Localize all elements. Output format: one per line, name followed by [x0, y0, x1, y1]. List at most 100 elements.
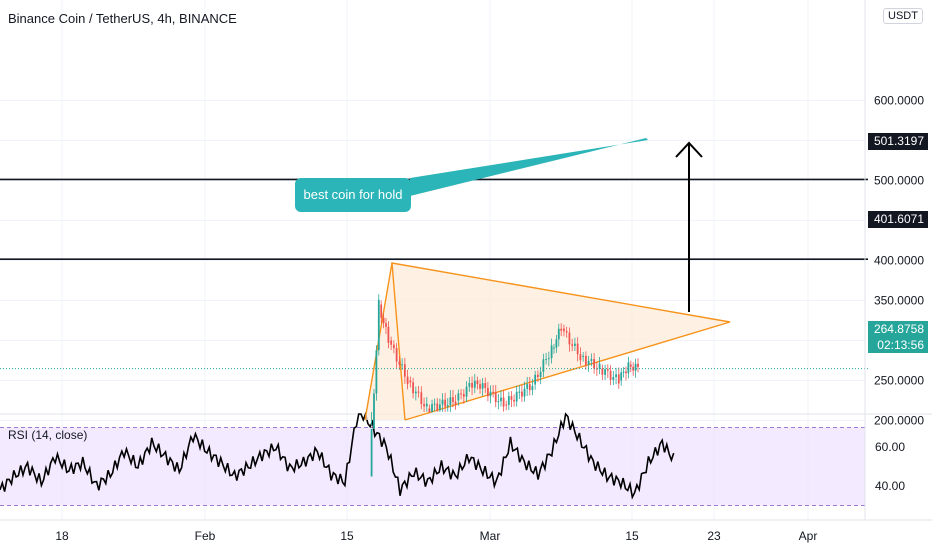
candle-body: [500, 397, 502, 402]
candle-body: [387, 326, 390, 343]
candle-body: [401, 364, 404, 366]
candle-body: [449, 397, 452, 406]
candle-body: [412, 382, 414, 394]
candle-body: [420, 392, 423, 405]
symmetrical-triangle: [364, 262, 731, 421]
candle-body: [584, 355, 587, 365]
candle-body: [373, 393, 375, 429]
candle-body: [446, 405, 449, 407]
candle-body: [598, 363, 601, 369]
annotation-callout[interactable]: best coin for hold: [295, 178, 411, 212]
symbol-title: Binance Coin / TetherUS, 4h, BINANCE: [8, 11, 237, 26]
candle-body: [473, 380, 476, 388]
candle-body: [465, 386, 468, 397]
candle-body: [617, 374, 620, 384]
rsi-label: RSI (14, close): [8, 428, 88, 442]
triangle-fill: [365, 263, 730, 420]
candle-body: [550, 345, 553, 359]
candle-body: [392, 344, 395, 349]
candle-body: [601, 368, 604, 375]
currency-button[interactable]: USDT: [883, 8, 923, 24]
candle-body: [536, 374, 539, 378]
time-tick-label: Feb: [195, 529, 216, 543]
time-axis: 18 Feb 15 Mar 15 23 Apr: [0, 519, 932, 543]
candle-body: [542, 359, 545, 372]
candle-body: [471, 382, 473, 388]
last-price-tag: 264.8758: [868, 321, 928, 337]
candle-body: [433, 403, 436, 405]
candle-body: [555, 339, 558, 348]
candle-body: [612, 376, 615, 380]
candle-body: [627, 362, 630, 374]
candle-body: [492, 391, 495, 393]
rsi-band: [0, 427, 865, 506]
candle-body: [545, 358, 548, 360]
candle-body: [553, 347, 555, 349]
candle-body: [521, 391, 523, 397]
candle-body: [563, 328, 565, 332]
candle-body: [462, 394, 465, 397]
candle-body: [398, 361, 401, 365]
candle-body: [513, 399, 515, 402]
candle-body: [515, 391, 518, 402]
candle-body: [593, 359, 596, 369]
candle-body: [528, 384, 531, 391]
candle-body: [595, 368, 598, 370]
candle-body: [489, 391, 492, 397]
candle-body: [523, 388, 526, 397]
candle-body: [534, 374, 537, 385]
price-tick-label: 600.0000: [874, 94, 924, 108]
candle-body: [452, 397, 454, 402]
candle-body: [385, 323, 387, 327]
candle-body: [380, 304, 383, 318]
candle-body: [468, 382, 471, 387]
candle-body: [582, 355, 585, 357]
rsi-tick-label: 60.00: [875, 440, 905, 454]
candle-body: [518, 391, 521, 393]
price-tick-label: 350.0000: [874, 294, 924, 308]
candle-body: [431, 404, 433, 413]
candle-body: [375, 350, 378, 394]
candle-body: [568, 332, 571, 345]
candlestick-series: [370, 294, 639, 477]
candle-body: [629, 364, 632, 367]
time-tick-label: 15: [625, 529, 639, 543]
rsi-line: [0, 411, 675, 500]
candle-body: [576, 343, 579, 355]
annotation-pointer: [410, 138, 648, 196]
candle-body: [579, 354, 582, 361]
candle-body: [557, 328, 560, 340]
countdown-tag: 02:13:56: [868, 337, 928, 353]
candle-body: [377, 299, 380, 351]
candle-body: [620, 372, 623, 381]
candle-body: [531, 386, 534, 391]
candle-body: [574, 343, 576, 346]
candle-body: [505, 404, 508, 406]
candle-body: [454, 401, 457, 405]
time-tick-label: 23: [707, 529, 721, 543]
candle-body: [441, 399, 444, 405]
candle-body: [417, 391, 420, 393]
horizontal-levels: [0, 138, 868, 370]
candle-body: [625, 371, 627, 374]
candle-body: [409, 380, 412, 383]
candle-body: [406, 376, 409, 385]
candle-body: [382, 317, 385, 324]
price-tick-label: 400.0000: [874, 254, 924, 268]
price-tick-label: 200.0000: [874, 414, 924, 428]
price-tick-label: 500.0000: [874, 174, 924, 188]
candle-body: [539, 371, 542, 378]
candle-body: [479, 384, 481, 389]
candle-body: [370, 428, 373, 477]
target-arrow-head: [675, 141, 703, 158]
candle-body: [637, 363, 639, 368]
time-tick-label: Mar: [480, 529, 501, 543]
time-tick-label: 15: [340, 529, 354, 543]
candle-body: [486, 387, 489, 397]
candle-body: [497, 401, 500, 403]
target-price-tag: 501.3197: [868, 133, 928, 150]
candle-body: [390, 340, 393, 345]
candle-body: [444, 399, 447, 407]
candle-body: [481, 383, 484, 389]
